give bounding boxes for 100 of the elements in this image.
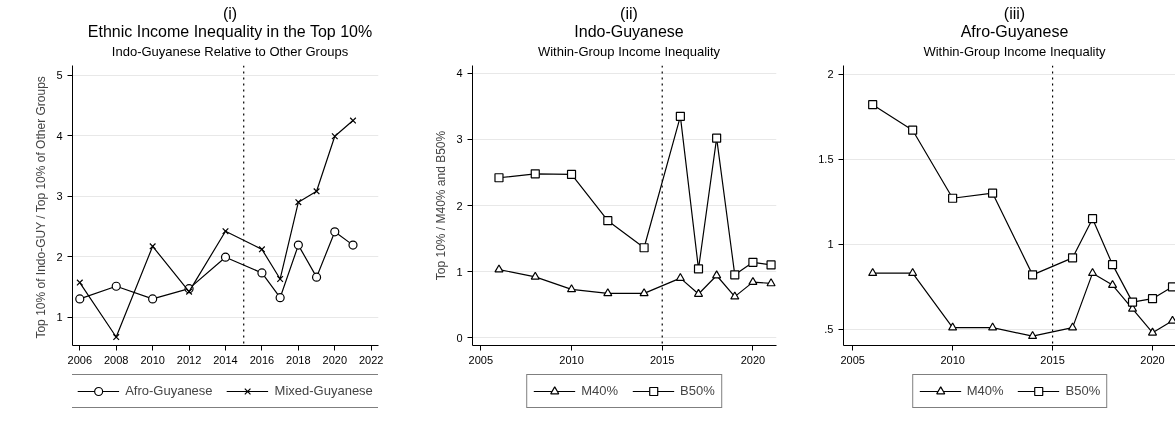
point <box>675 111 685 121</box>
chart-subtitle: Indo-Guyanese Relative to Other Groups <box>110 43 350 60</box>
point <box>730 269 740 280</box>
x-tick-label: 2016 <box>249 353 275 366</box>
point <box>988 188 998 198</box>
legend-label: B50% <box>1065 383 1101 399</box>
x-tick-label: 2014 <box>213 353 238 366</box>
point <box>1027 330 1038 339</box>
y-axis-title: Top 10% of Indo-GUY / Top 10% of Other Groups <box>34 75 49 339</box>
point <box>639 242 649 253</box>
point <box>908 125 918 135</box>
y-tick-label: 4 <box>56 129 63 142</box>
y-axis-title: Top 10% / M40% and B50% <box>434 130 449 280</box>
chart-title: (iii) Afro-Guyanese <box>959 5 1070 42</box>
point <box>494 264 504 273</box>
y-tick-label: 3 <box>56 189 63 202</box>
point <box>730 291 740 300</box>
point <box>348 240 358 250</box>
point <box>311 272 322 282</box>
point <box>603 215 613 226</box>
point <box>76 278 84 286</box>
point <box>868 99 878 109</box>
point <box>258 245 266 253</box>
chart-subtitle: Within-Group Income Inequality <box>537 43 721 60</box>
y-tick-label: 4 <box>456 67 463 80</box>
point <box>148 294 158 304</box>
point <box>988 322 998 331</box>
point <box>712 133 722 143</box>
point <box>530 168 540 179</box>
point <box>313 187 320 195</box>
x-tick-label: 2010 <box>940 353 965 366</box>
point <box>566 169 577 179</box>
point <box>1087 213 1098 224</box>
x-tick-label: 2020 <box>740 353 766 366</box>
legend-label: Mixed-Guyanese <box>274 383 373 399</box>
y-tick-label: 3 <box>456 133 463 146</box>
point <box>1127 297 1138 307</box>
x-tick-label: 2012 <box>176 353 202 366</box>
point <box>1067 322 1078 331</box>
y-tick-label: 5 <box>56 68 63 81</box>
x-tick-label: 2010 <box>559 353 584 366</box>
x-tick-label: 2006 <box>67 353 93 366</box>
y-tick-label: 2 <box>456 199 463 212</box>
point <box>75 294 85 304</box>
point <box>1027 269 1038 280</box>
point <box>1147 293 1158 304</box>
x-tick-label: 2020 <box>322 353 348 366</box>
y-tick-label: 1 <box>827 237 834 250</box>
point <box>675 272 685 281</box>
x-tick-label: 2020 <box>1140 353 1165 366</box>
point <box>566 283 577 292</box>
legend-label: M40% <box>966 383 1004 399</box>
x-tick-label: 2015 <box>649 353 675 366</box>
y-tick-label: 0 <box>456 331 463 344</box>
point <box>868 267 878 276</box>
y-tick-label: .5 <box>824 323 834 336</box>
x-tick-label: 2015 <box>1040 353 1065 366</box>
point <box>1067 252 1078 263</box>
point <box>276 275 284 283</box>
point <box>748 276 758 285</box>
point <box>275 292 285 303</box>
point <box>257 268 267 278</box>
point <box>948 322 958 331</box>
chart-subtitle: Within-Group Income Inequality <box>923 43 1106 60</box>
point <box>222 227 229 235</box>
point <box>1107 259 1118 269</box>
point <box>1087 267 1098 276</box>
point <box>111 281 121 291</box>
point <box>530 271 540 280</box>
y-tick-label: 2 <box>56 250 63 263</box>
point <box>693 264 704 274</box>
legend-label: Afro-Guyanese <box>125 383 213 399</box>
x-tick-label: 2005 <box>468 353 494 366</box>
point <box>112 333 120 341</box>
x-tick-label: 2018 <box>286 353 311 366</box>
point <box>748 257 758 267</box>
x-tick-label: 2008 <box>103 353 129 366</box>
y-tick-label: 1 <box>56 310 63 323</box>
x-tick-label: 2005 <box>840 353 865 366</box>
point <box>1147 327 1158 336</box>
y-tick-label: 2 <box>827 67 834 80</box>
point <box>908 267 918 276</box>
point <box>185 287 193 295</box>
point <box>293 240 303 250</box>
point <box>693 288 704 297</box>
point <box>948 193 958 203</box>
point <box>220 252 231 262</box>
point <box>639 287 649 296</box>
chart-title: (i) Ethnic Income Inequality in the Top 10% <box>87 5 373 42</box>
y-tick-label: 1 <box>456 265 463 278</box>
point <box>766 260 776 270</box>
point <box>330 226 340 237</box>
x-tick-label: 2010 <box>140 353 165 366</box>
point <box>603 287 613 296</box>
chart-title: (ii) Indo-Guyanese <box>573 5 685 42</box>
point <box>766 277 776 287</box>
point <box>349 116 357 124</box>
legend-label: B50% <box>680 383 715 399</box>
point <box>494 172 504 183</box>
point <box>1107 279 1118 288</box>
